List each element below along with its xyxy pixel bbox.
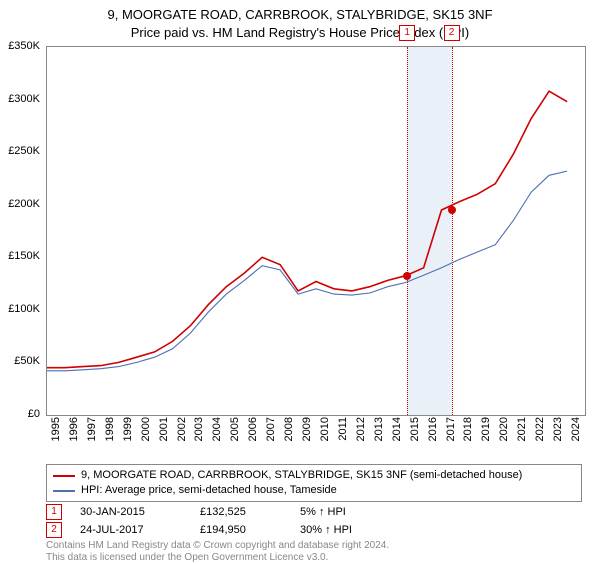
- title-address: 9, MOORGATE ROAD, CARRBROOK, STALYBRIDGE…: [0, 6, 600, 24]
- sale-row-2-num: 2: [46, 522, 62, 538]
- legend-swatch-property: [53, 475, 75, 477]
- footer-text: Contains HM Land Registry data © Crown c…: [46, 540, 586, 564]
- sale-dot-1: [403, 272, 411, 280]
- footer-line-2: This data is licensed under the Open Gov…: [46, 552, 328, 563]
- sale-row-2: 2 24-JUL-2017 £194,950 30% ↑ HPI: [46, 522, 582, 538]
- sale-marker-1: 1: [399, 25, 415, 41]
- sale-row-1-price: £132,525: [200, 506, 300, 518]
- legend-label-property: 9, MOORGATE ROAD, CARRBROOK, STALYBRIDGE…: [81, 468, 522, 483]
- title-block: 9, MOORGATE ROAD, CARRBROOK, STALYBRIDGE…: [0, 0, 600, 42]
- xtick-label: 2001: [158, 417, 170, 457]
- xtick-label: 2022: [534, 417, 546, 457]
- sale-row-1-num: 1: [46, 504, 62, 520]
- xtick-label: 2019: [480, 417, 492, 457]
- xtick-label: 2007: [265, 417, 277, 457]
- series-property: [47, 91, 567, 368]
- legend-label-hpi: HPI: Average price, semi-detached house,…: [81, 483, 337, 498]
- ytick-label: £200K: [0, 198, 40, 210]
- ytick-label: £150K: [0, 250, 40, 262]
- xtick-label: 1997: [86, 417, 98, 457]
- sale-row-1-pct: 5% ↑ HPI: [300, 506, 346, 518]
- xtick-label: 2015: [409, 417, 421, 457]
- xtick-label: 2004: [211, 417, 223, 457]
- xtick-label: 2013: [373, 417, 385, 457]
- legend-swatch-hpi: [53, 490, 75, 492]
- xtick-label: 2012: [355, 417, 367, 457]
- xtick-label: 2024: [570, 417, 582, 457]
- xtick-label: 2002: [176, 417, 188, 457]
- ytick-label: £0: [0, 408, 40, 420]
- sale-dot-2: [448, 206, 456, 214]
- xtick-label: 2006: [247, 417, 259, 457]
- series-hpi: [47, 171, 567, 371]
- xtick-label: 2000: [140, 417, 152, 457]
- ytick-label: £300K: [0, 93, 40, 105]
- sale-row-2-price: £194,950: [200, 524, 300, 536]
- ytick-label: £350K: [0, 40, 40, 52]
- legend-row-hpi: HPI: Average price, semi-detached house,…: [53, 483, 575, 498]
- xtick-label: 2021: [516, 417, 528, 457]
- ytick-label: £250K: [0, 145, 40, 157]
- line-chart-svg: [47, 47, 585, 415]
- sale-row-2-date: 24-JUL-2017: [80, 524, 200, 536]
- chart-area: 1 2: [46, 46, 586, 416]
- xtick-label: 2017: [445, 417, 457, 457]
- xtick-label: 1998: [104, 417, 116, 457]
- xtick-label: 2023: [552, 417, 564, 457]
- xtick-label: 2010: [319, 417, 331, 457]
- legend-box: 9, MOORGATE ROAD, CARRBROOK, STALYBRIDGE…: [46, 464, 582, 502]
- xtick-label: 2016: [427, 417, 439, 457]
- xtick-label: 2005: [229, 417, 241, 457]
- ytick-label: £100K: [0, 303, 40, 315]
- sale-row-1: 1 30-JAN-2015 £132,525 5% ↑ HPI: [46, 504, 582, 520]
- xtick-label: 2009: [301, 417, 313, 457]
- xtick-label: 1999: [122, 417, 134, 457]
- xtick-label: 2020: [498, 417, 510, 457]
- xtick-label: 2008: [283, 417, 295, 457]
- xtick-label: 1995: [50, 417, 62, 457]
- xtick-label: 2011: [337, 417, 349, 457]
- legend-row-property: 9, MOORGATE ROAD, CARRBROOK, STALYBRIDGE…: [53, 468, 575, 483]
- sale-row-1-date: 30-JAN-2015: [80, 506, 200, 518]
- footer-line-1: Contains HM Land Registry data © Crown c…: [46, 540, 389, 551]
- ytick-label: £50K: [0, 355, 40, 367]
- xtick-label: 2018: [462, 417, 474, 457]
- sale-marker-2: 2: [444, 25, 460, 41]
- xtick-label: 1996: [68, 417, 80, 457]
- xtick-label: 2003: [193, 417, 205, 457]
- sale-row-2-pct: 30% ↑ HPI: [300, 524, 352, 536]
- xtick-label: 2014: [391, 417, 403, 457]
- title-subtitle: Price paid vs. HM Land Registry's House …: [0, 24, 600, 42]
